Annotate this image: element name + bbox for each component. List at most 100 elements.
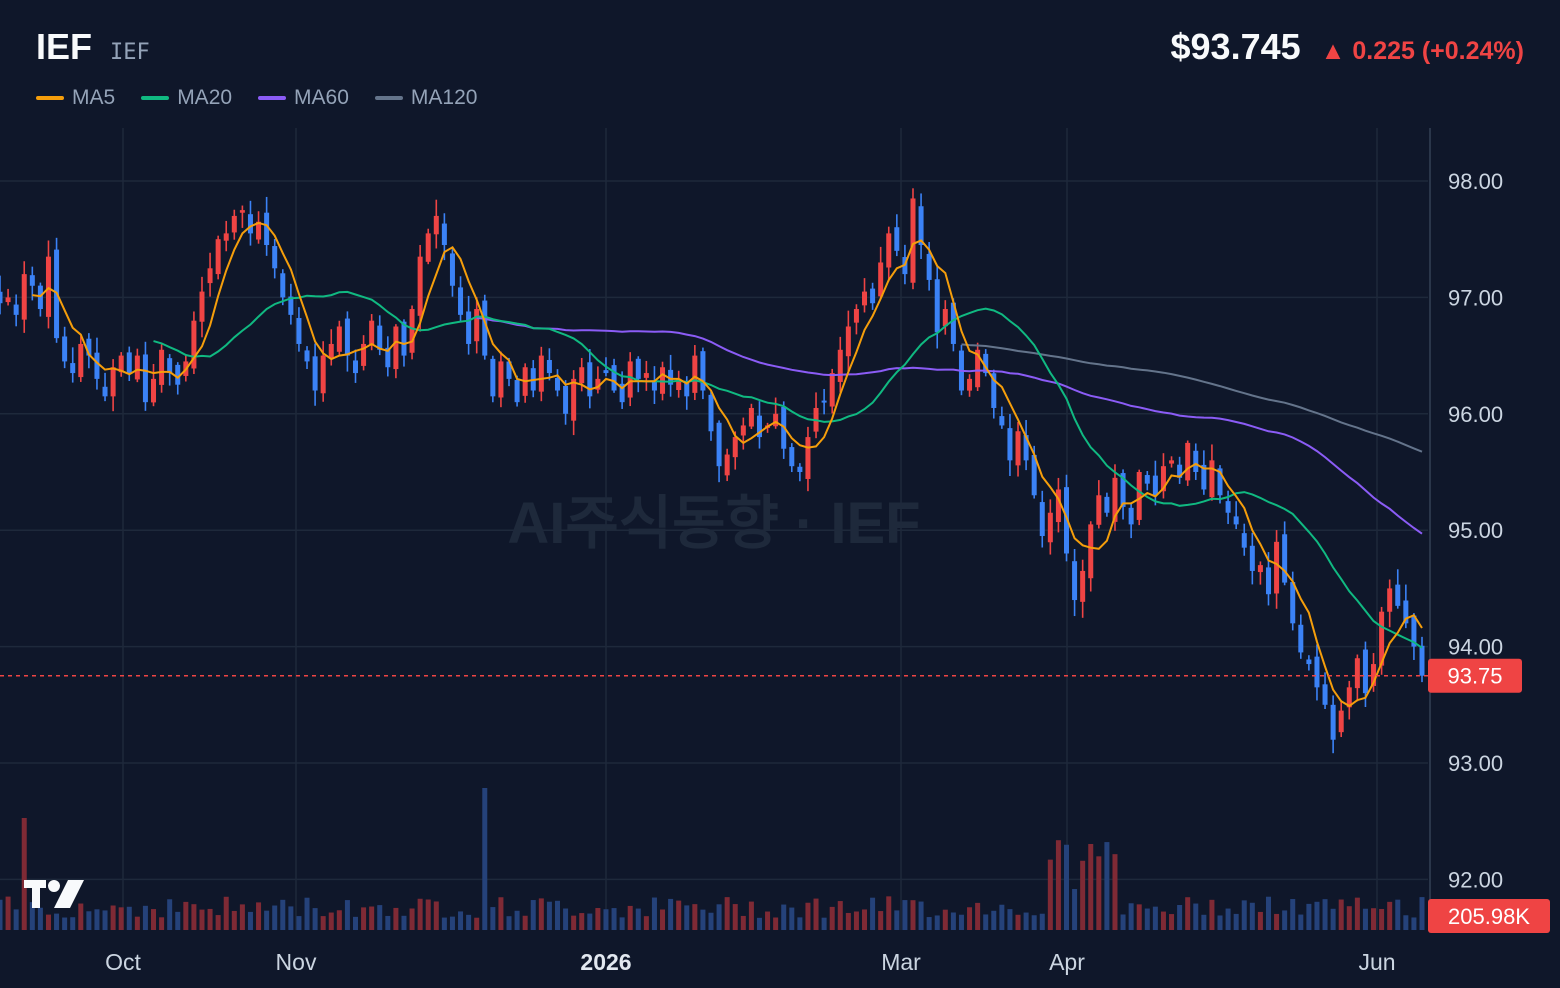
candle-body	[369, 320, 375, 345]
candle-body	[773, 413, 779, 427]
candle-body	[1201, 464, 1207, 490]
candle-body	[853, 309, 859, 323]
volume-bar	[1233, 913, 1239, 930]
volume-bar	[1338, 899, 1344, 930]
volume-bar	[692, 904, 698, 930]
volume-bar	[280, 899, 286, 930]
candle-body	[231, 215, 237, 233]
candle-body	[199, 291, 205, 322]
candle-body	[1387, 588, 1393, 612]
legend-item-ma5[interactable]: MA5	[36, 86, 115, 110]
volume-bar	[1169, 914, 1175, 930]
candle-body	[821, 400, 827, 403]
candle-body	[870, 288, 876, 304]
volume-bar	[660, 909, 666, 930]
volume-bar	[247, 911, 253, 930]
volume-bar	[1411, 917, 1417, 930]
candle-body	[1330, 704, 1336, 740]
volume-bar	[870, 897, 876, 930]
volume-bar	[151, 909, 157, 930]
volume-bar	[474, 917, 480, 930]
candle-body	[385, 347, 391, 368]
candle-body	[546, 359, 552, 374]
candle-body	[1152, 475, 1158, 496]
volume-bar	[288, 906, 294, 930]
candle-body	[676, 378, 682, 391]
legend-swatch-ma20	[141, 96, 170, 100]
candle-body	[433, 215, 439, 235]
tradingview-logo-icon	[24, 880, 84, 908]
volume-bar	[1120, 914, 1126, 930]
candle-body	[1265, 567, 1271, 595]
candle-body	[950, 302, 956, 344]
legend-item-ma20[interactable]: MA20	[141, 86, 232, 110]
volume-bar	[401, 915, 407, 930]
volume-bar	[118, 907, 124, 930]
volume-bar	[651, 897, 657, 930]
volume-bar	[1007, 909, 1013, 930]
candle-body	[1185, 442, 1191, 481]
volume-bar	[134, 916, 140, 930]
candle-body	[1314, 656, 1320, 688]
volume-bar	[425, 899, 431, 930]
volume-bar	[918, 901, 924, 930]
candle-body	[344, 318, 350, 356]
volume-bar	[239, 904, 245, 930]
volume-bar	[1290, 899, 1296, 930]
volume-bar	[29, 902, 35, 930]
legend-item-ma60[interactable]: MA60	[258, 86, 349, 110]
candle-body	[894, 227, 900, 251]
legend-item-ma120[interactable]: MA120	[374, 86, 477, 110]
volume-bar	[603, 909, 609, 930]
volume-bar	[773, 917, 779, 930]
volume-bar	[142, 905, 148, 930]
volume-bar	[191, 904, 197, 930]
candle-body	[878, 262, 884, 297]
volume-bar	[886, 896, 892, 930]
legend-swatch-ma120	[374, 96, 403, 100]
candle-body	[352, 360, 359, 374]
candle-body	[1169, 460, 1175, 464]
volume-bar	[765, 911, 771, 930]
candle-body	[1249, 545, 1255, 571]
candle-body	[1120, 473, 1126, 507]
x-tick-label: Oct	[105, 949, 141, 975]
x-tick-label: Mar	[881, 949, 921, 975]
volume-bar	[70, 917, 76, 930]
volume-bar	[1136, 904, 1142, 930]
volume-bar	[1371, 908, 1377, 930]
legend-label-ma60: MA60	[294, 86, 349, 109]
volume-bar	[991, 910, 997, 930]
volume-bar	[102, 910, 108, 930]
candle-body	[215, 239, 221, 275]
candle-body	[1193, 450, 1199, 472]
volume-bar	[789, 907, 795, 930]
candle-body	[1225, 501, 1231, 513]
candle-body	[441, 223, 447, 246]
candle-body	[393, 326, 399, 370]
volume-bar	[1419, 897, 1425, 930]
candle-body	[1177, 464, 1183, 478]
candle-body	[134, 355, 140, 380]
volume-bar	[1023, 912, 1029, 930]
volume-bar	[1241, 900, 1247, 930]
candles-group	[0, 188, 1425, 754]
volume-bar	[821, 917, 827, 930]
volume-bar	[1080, 860, 1086, 930]
y-tick-label: 92.00	[1448, 867, 1503, 892]
volume-bar	[5, 896, 11, 930]
volume-bar	[312, 908, 318, 930]
candle-body	[288, 296, 294, 315]
candle-body	[1419, 645, 1425, 676]
volume-bar	[853, 911, 859, 930]
candle-body	[748, 407, 754, 427]
candle-body	[942, 309, 948, 327]
volume-bar	[1152, 906, 1158, 930]
x-tick-label: Nov	[276, 949, 317, 975]
volume-group	[0, 788, 1425, 930]
candle-body	[829, 373, 835, 407]
volume-bar	[1096, 856, 1102, 930]
volume-bar	[361, 907, 367, 930]
candle-body	[643, 373, 649, 378]
